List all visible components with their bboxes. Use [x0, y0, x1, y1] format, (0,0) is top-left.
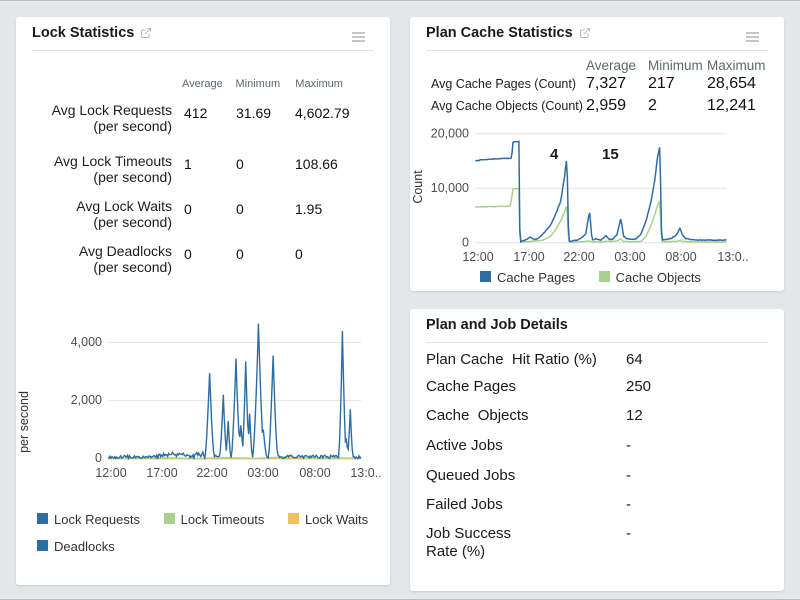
- svg-text:22:00: 22:00: [563, 250, 594, 264]
- svg-text:per second: per second: [17, 391, 31, 453]
- svg-text:13:0..: 13:0..: [717, 250, 748, 264]
- svg-text:0: 0: [462, 236, 469, 250]
- svg-text:22:00: 22:00: [196, 466, 227, 480]
- svg-text:12:00: 12:00: [95, 466, 126, 480]
- svg-text:4: 4: [550, 146, 559, 163]
- svg-text:0: 0: [95, 451, 102, 465]
- svg-text:15: 15: [602, 146, 619, 163]
- svg-text:2,000: 2,000: [71, 393, 102, 407]
- svg-text:08:00: 08:00: [299, 466, 330, 480]
- svg-text:13:0..: 13:0..: [350, 466, 381, 480]
- svg-text:17:00: 17:00: [513, 250, 544, 264]
- svg-text:17:00: 17:00: [146, 466, 177, 480]
- svg-text:20,000: 20,000: [431, 127, 469, 141]
- svg-text:03:00: 03:00: [614, 250, 645, 264]
- svg-text:12:00: 12:00: [462, 250, 493, 264]
- svg-text:08:00: 08:00: [665, 250, 696, 264]
- svg-text:03:00: 03:00: [247, 466, 278, 480]
- svg-text:4,000: 4,000: [71, 335, 102, 349]
- svg-text:Count: Count: [411, 170, 425, 204]
- svg-text:10,000: 10,000: [431, 181, 469, 195]
